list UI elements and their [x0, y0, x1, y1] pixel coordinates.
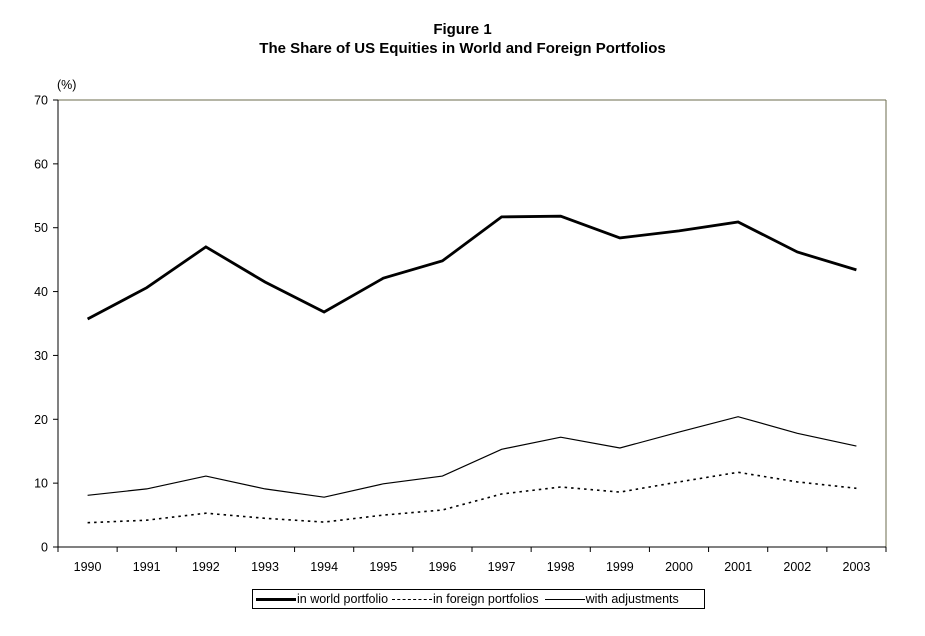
y-tick-label: 70 [34, 94, 48, 108]
y-tick-label: 0 [41, 541, 48, 555]
series-line-heavy [86, 214, 857, 321]
series-line-dotted [87, 471, 857, 524]
x-tick-label: 1997 [488, 560, 516, 574]
legend: in world portfolio in foreign portfolios… [252, 589, 705, 609]
y-tick-label: 30 [34, 349, 48, 363]
x-tick-label: 1990 [74, 560, 102, 574]
legend-swatch-heavy [256, 597, 296, 601]
legend-item-foreign: in foreign portfolios [388, 592, 539, 606]
x-tick-label: 1996 [429, 560, 457, 574]
legend-item-adjusted: with adjustments [539, 592, 679, 606]
legend-label: in foreign portfolios [433, 592, 539, 606]
y-axis-label: (%) [57, 78, 76, 92]
chart-subtitle: The Share of US Equities in World and Fo… [259, 40, 666, 57]
y-tick-label: 50 [34, 221, 48, 235]
y-tick-label: 60 [34, 157, 48, 171]
y-tick-label: 20 [34, 413, 48, 427]
x-tick-label: 1992 [192, 560, 220, 574]
x-tick-label: 2003 [843, 560, 871, 574]
chart-title: Figure 1 [433, 21, 492, 38]
x-tick-label: 1993 [251, 560, 279, 574]
x-tick-label: 1994 [310, 560, 338, 574]
legend-label: with adjustments [585, 592, 679, 606]
legend-label: in world portfolio [297, 592, 389, 606]
x-tick-label: 2002 [783, 560, 811, 574]
y-tick-label: 40 [34, 285, 48, 299]
series-line-thin [87, 416, 857, 498]
x-tick-label: 2001 [724, 560, 752, 574]
y-tick-label: 10 [34, 477, 48, 491]
legend-swatch-dotted [392, 598, 433, 600]
x-tick-label: 1999 [606, 560, 634, 574]
legend-swatch-thin [544, 598, 585, 600]
x-tick-label: 2000 [665, 560, 693, 574]
x-tick-label: 1998 [547, 560, 575, 574]
x-tick-label: 1991 [133, 560, 161, 574]
legend-item-world: in world portfolio [256, 592, 388, 606]
x-tick-label: 1995 [369, 560, 397, 574]
